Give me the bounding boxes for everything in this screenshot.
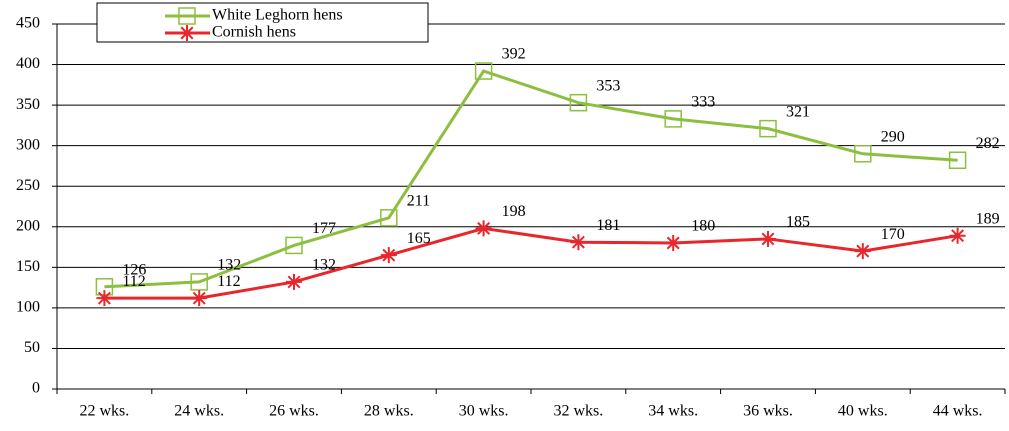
marker-asterisk [570, 234, 587, 251]
y-tick-label: 50 [24, 339, 40, 356]
x-tick-label: 44 wks. [933, 403, 983, 420]
x-tick-label: 32 wks. [554, 403, 604, 420]
marker-asterisk [760, 230, 776, 247]
legend-label: Cornish hens [212, 24, 296, 41]
y-tick-label: 0 [32, 380, 40, 397]
data-label: 353 [596, 77, 620, 94]
data-point [664, 110, 682, 128]
data-label: 290 [881, 128, 905, 145]
x-tick-label: 36 wks. [743, 403, 793, 420]
data-point [570, 234, 587, 251]
marker-asterisk [179, 25, 195, 41]
marker-square [664, 110, 682, 128]
data-label: 333 [691, 94, 715, 111]
data-label: 112 [217, 273, 240, 290]
x-tick-label: 22 wks. [80, 403, 130, 420]
data-label: 321 [786, 103, 810, 120]
data-point [286, 273, 302, 290]
data-label: 126 [122, 261, 146, 278]
data-label: 165 [407, 230, 431, 247]
data-point [191, 290, 208, 307]
data-point [569, 93, 588, 112]
marker-asterisk [191, 290, 208, 307]
y-tick-label: 250 [16, 177, 40, 194]
data-label: 132 [312, 257, 336, 274]
data-point [948, 151, 967, 170]
x-tick-label: 26 wks. [269, 403, 319, 420]
marker-asterisk [949, 227, 966, 244]
data-label: 198 [502, 203, 526, 220]
data-point [380, 247, 397, 264]
marker-asterisk [665, 235, 682, 251]
marker-square [380, 209, 398, 227]
marker-asterisk [286, 273, 302, 290]
x-tick-label: 28 wks. [364, 403, 414, 420]
legend-marker [179, 25, 195, 41]
data-point [96, 290, 113, 307]
y-tick-label: 200 [16, 217, 40, 234]
data-label: 170 [881, 226, 905, 243]
data-point [949, 227, 966, 244]
data-point [760, 230, 776, 247]
data-label: 211 [407, 193, 430, 210]
x-tick-label: 40 wks. [838, 403, 888, 420]
data-point [190, 273, 208, 291]
data-point [854, 243, 871, 260]
marker-square [854, 145, 872, 163]
marker-asterisk [380, 247, 397, 264]
legend-marker [178, 7, 196, 25]
data-label: 112 [122, 273, 145, 290]
y-tick-label: 300 [16, 136, 40, 153]
data-label: 180 [691, 218, 715, 235]
marker-asterisk [96, 290, 113, 307]
y-tick-label: 450 [16, 15, 40, 32]
data-point [285, 236, 303, 255]
series-line [104, 69, 958, 289]
legend-label: White Leghorn hens [212, 7, 343, 24]
series-line [104, 226, 958, 300]
data-label: 177 [312, 220, 336, 237]
marker-square [285, 236, 303, 255]
data-label: 189 [976, 210, 1000, 227]
data-label: 132 [217, 257, 241, 274]
marker-asterisk [475, 220, 492, 237]
legend-box [96, 2, 429, 43]
marker-square [759, 119, 777, 138]
y-tick-label: 350 [16, 96, 40, 113]
y-tick-label: 150 [16, 258, 40, 275]
data-point [665, 235, 682, 251]
marker-square [474, 62, 493, 80]
marker-square [948, 151, 967, 170]
data-point [474, 62, 493, 80]
data-point [380, 209, 398, 227]
y-tick-label: 400 [16, 55, 40, 72]
y-tick-label: 100 [16, 299, 40, 316]
marker-square [569, 93, 588, 112]
data-label: 282 [976, 135, 1000, 152]
marker-square [178, 7, 196, 25]
data-label: 392 [502, 46, 526, 63]
data-label: 185 [786, 214, 810, 231]
data-point [854, 145, 872, 163]
x-tick-label: 24 wks. [174, 403, 224, 420]
x-tick-label: 34 wks. [648, 403, 698, 420]
data-point [475, 220, 492, 237]
marker-square [190, 273, 208, 291]
marker-asterisk [854, 243, 871, 260]
data-point [759, 119, 777, 138]
x-tick-label: 30 wks. [459, 403, 509, 420]
data-label: 181 [596, 217, 620, 234]
